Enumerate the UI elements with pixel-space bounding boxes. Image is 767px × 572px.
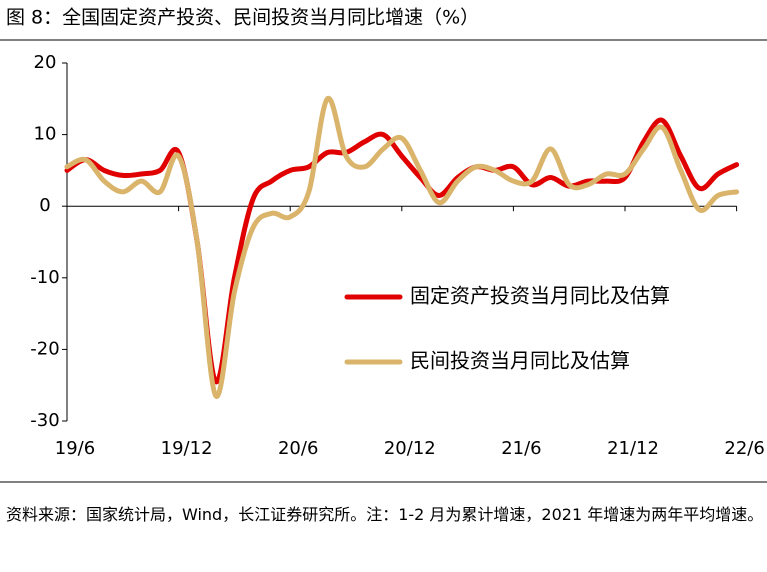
y-tick-label: -10 (30, 267, 59, 288)
x-tick-label: 19/12 (161, 438, 213, 459)
x-tick-label: 21/6 (501, 438, 541, 459)
chart: 图 8：全国固定资产投资、民间投资当月同比增速（%） -30 -20 -10 0 10 2… (0, 7, 767, 483)
source-note: 资料来源：国家统计局，Wind，长江证券研究所。注：1-2 月为累计增速，202… (6, 505, 764, 524)
y-tick-label: -20 (30, 338, 59, 359)
x-tick-label: 22/6 (724, 438, 764, 459)
y-tick-label: -30 (30, 410, 59, 431)
y-tick-label: 20 (34, 52, 57, 73)
x-tick-label: 20/12 (384, 438, 436, 459)
y-tick-label: 0 (39, 195, 50, 216)
series-line (64, 96, 740, 399)
legend-label: 固定资产投资当月同比及估算 (410, 284, 670, 308)
y-tick-label: 10 (34, 124, 57, 145)
x-tick-label: 20/6 (278, 438, 318, 459)
x-tick-label: 19/6 (55, 438, 95, 459)
legend-label: 民间投资当月同比及估算 (410, 349, 630, 373)
chart-title: 图 8：全国固定资产投资、民间投资当月同比增速（%） (6, 7, 479, 29)
x-tick-label: 21/12 (607, 438, 659, 459)
